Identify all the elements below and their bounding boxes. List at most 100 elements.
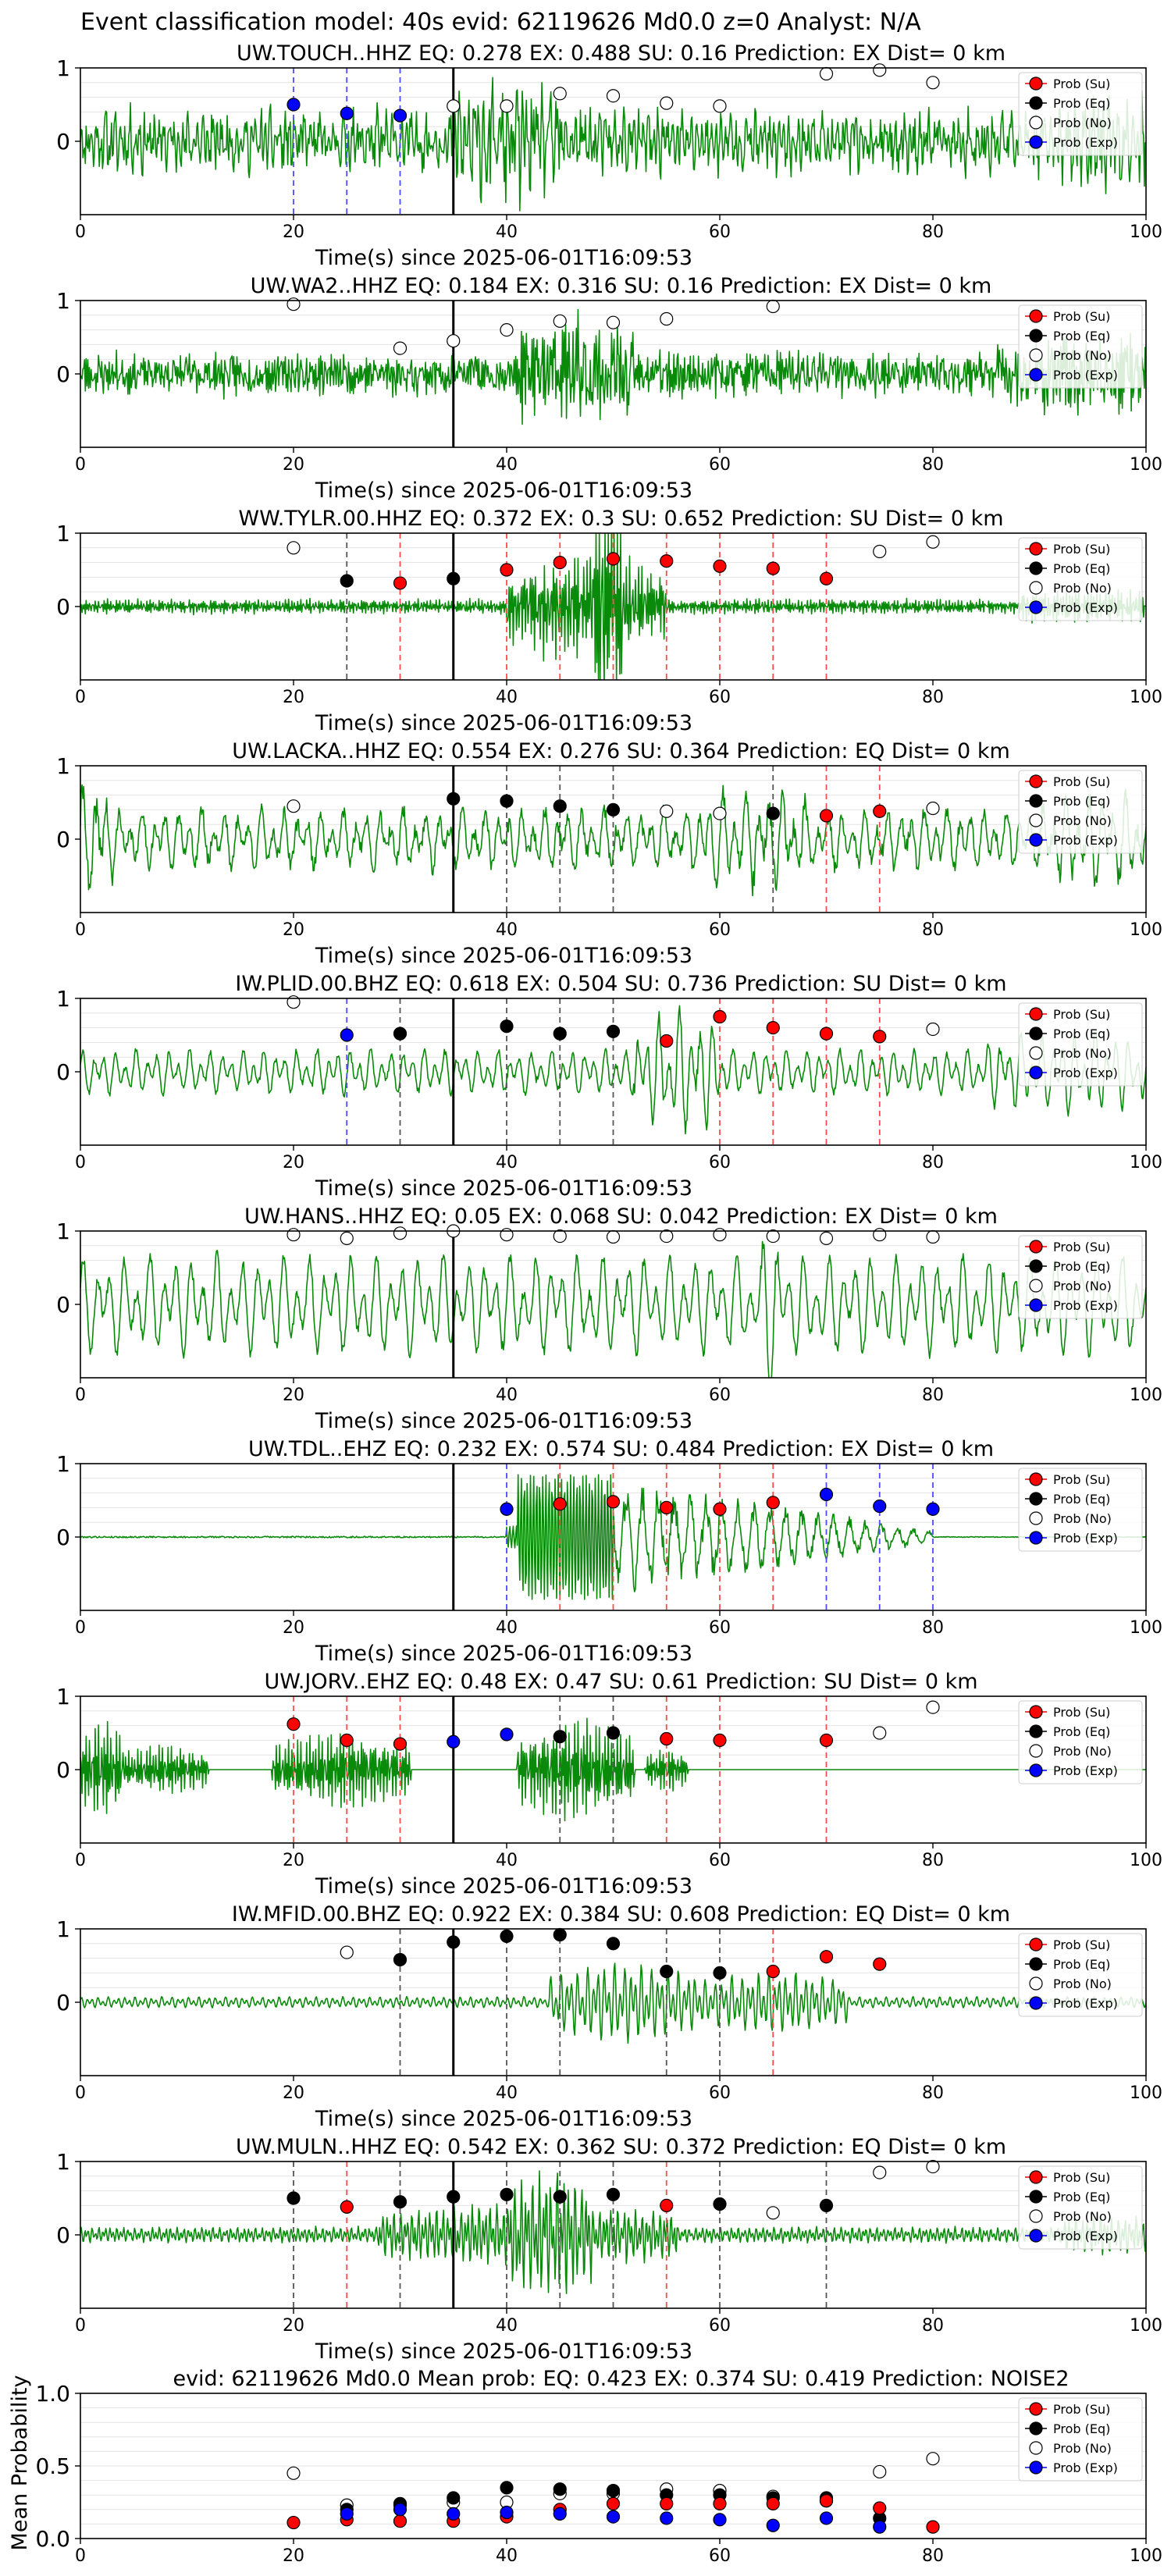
legend-marker	[1029, 1531, 1043, 1545]
prob-point-exp	[606, 2510, 621, 2524]
prob-point-su	[553, 555, 567, 570]
x-tick-label: 80	[922, 455, 944, 475]
legend-label: Prob (Exp)	[1053, 1763, 1118, 1778]
legend-marker	[1029, 2460, 1043, 2475]
y-tick-label: 1	[56, 986, 70, 1012]
prob-point-eq	[606, 1024, 621, 1038]
panel-title: UW.HANS..HHZ EQ: 0.05 EX: 0.068 SU: 0.04…	[244, 1204, 998, 1229]
x-tick-label: 100	[1130, 1618, 1162, 1638]
legend-box	[1018, 304, 1143, 389]
prob-point-eq	[340, 574, 354, 588]
legend-label: Prob (Su)	[1053, 1007, 1110, 1022]
x-tick-label: 0	[75, 920, 86, 940]
legend-marker	[1029, 1511, 1043, 1525]
prob-point-no	[287, 799, 301, 813]
prob-point-no	[819, 66, 834, 81]
x-tick-label: 20	[283, 1153, 304, 1172]
prob-point-no	[660, 804, 674, 818]
prob-point-su	[606, 1495, 621, 1509]
prob-point-no	[766, 2206, 780, 2220]
x-tick-label: 100	[1130, 2316, 1162, 2336]
legend-label: Prob (No)	[1053, 2441, 1112, 2456]
legend-marker	[1029, 1026, 1043, 1041]
panel: IW.MFID.00.BHZ EQ: 0.922 EX: 0.384 SU: 0…	[56, 1902, 1162, 2131]
x-axis-label: Time(s) since 2025-06-01T16:09:53	[315, 2339, 692, 2364]
y-tick-label: 1	[56, 753, 70, 779]
legend-marker	[1029, 1240, 1043, 1254]
x-tick-label: 60	[709, 1386, 731, 1405]
legend-box	[1018, 2165, 1143, 2250]
prob-point-no	[713, 1228, 727, 1242]
legend-label: Prob (Eq)	[1053, 329, 1110, 343]
prob-point-su	[873, 1957, 887, 1971]
legend-marker	[1029, 794, 1043, 808]
legend-marker	[1029, 1937, 1043, 1952]
x-tick-label: 60	[709, 2546, 731, 2566]
x-tick-label: 0	[75, 1386, 86, 1405]
y-tick-label: 1.0	[35, 2381, 70, 2407]
x-tick-label: 20	[283, 920, 304, 940]
panel: evid: 62119626 Md0.0 Mean prob: EQ: 0.42…	[8, 2367, 1162, 2566]
prob-point-su	[393, 576, 408, 590]
prob-point-no	[766, 1229, 780, 1244]
legend-marker	[1029, 135, 1043, 149]
prob-point-no	[873, 1228, 887, 1242]
x-tick-label: 60	[709, 1851, 731, 1870]
prob-point-su	[766, 561, 780, 575]
legend-label: Prob (Exp)	[1053, 1298, 1118, 1313]
x-tick-label: 40	[496, 1153, 518, 1172]
prob-point-exp	[500, 1727, 514, 1742]
legend-marker	[1029, 774, 1043, 788]
prob-point-no	[340, 1231, 354, 1246]
legend-box	[1018, 2397, 1143, 2482]
prob-point-eq	[606, 2187, 621, 2201]
legend-label: Prob (No)	[1053, 1511, 1112, 1526]
x-tick-label: 40	[496, 2083, 518, 2103]
prob-point-no	[340, 1945, 354, 1959]
x-axis-label: Time(s) since 2025-06-01T16:09:53	[315, 1176, 692, 1201]
prob-point-su	[553, 1497, 567, 1511]
y-tick-label: 0	[56, 1757, 70, 1783]
legend-label: Prob (Exp)	[1053, 135, 1118, 150]
prob-point-exp	[447, 2507, 461, 2521]
legend-marker	[1029, 600, 1043, 614]
y-tick-label: 1	[56, 1219, 70, 1244]
legend-marker	[1029, 329, 1043, 343]
panel: WW.TYLR.00.HHZ EQ: 0.372 EX: 0.3 SU: 0.6…	[56, 507, 1162, 735]
legend-label: Prob (No)	[1053, 581, 1112, 596]
prob-point-no	[766, 299, 780, 314]
panel-title: IW.MFID.00.BHZ EQ: 0.922 EX: 0.384 SU: 0…	[232, 1902, 1010, 1927]
legend-marker	[1029, 561, 1043, 575]
legend-label: Prob (Eq)	[1053, 1492, 1110, 1507]
legend-marker	[1029, 1066, 1043, 1080]
prob-point-no	[500, 323, 514, 337]
y-tick-label: 0	[56, 594, 70, 620]
prob-point-su	[340, 2200, 354, 2214]
x-tick-label: 0	[75, 1851, 86, 1870]
prob-point-eq	[819, 2198, 834, 2212]
panel-title: UW.WA2..HHZ EQ: 0.184 EX: 0.316 SU: 0.16…	[251, 274, 992, 298]
legend-label: Prob (Exp)	[1053, 368, 1118, 382]
legend-marker	[1029, 1763, 1043, 1777]
legend-label: Prob (Exp)	[1053, 600, 1118, 615]
prob-point-no	[926, 2159, 940, 2174]
legend-marker	[1029, 542, 1043, 556]
legend-label: Prob (Eq)	[1053, 2421, 1110, 2436]
legend-label: Prob (Exp)	[1053, 2229, 1118, 2243]
legend-marker	[1029, 2209, 1043, 2223]
x-tick-label: 20	[283, 2316, 304, 2336]
x-tick-label: 100	[1130, 920, 1162, 940]
x-tick-label: 20	[283, 1851, 304, 1870]
panel: UW.HANS..HHZ EQ: 0.05 EX: 0.068 SU: 0.04…	[56, 1204, 1162, 1433]
x-tick-label: 100	[1130, 1851, 1162, 1870]
x-tick-label: 40	[496, 1386, 518, 1405]
prob-point-su	[766, 1020, 780, 1035]
x-axis-label: Time(s) since 2025-06-01T16:09:53	[315, 1409, 692, 1433]
prob-point-su	[819, 2494, 834, 2508]
x-axis-label: Time(s) since 2025-06-01T16:09:53	[315, 246, 692, 270]
prob-point-eq	[713, 1966, 727, 1980]
prob-point-eq	[393, 1026, 408, 1041]
prob-point-no	[606, 89, 621, 103]
prob-point-exp	[393, 2503, 408, 2517]
